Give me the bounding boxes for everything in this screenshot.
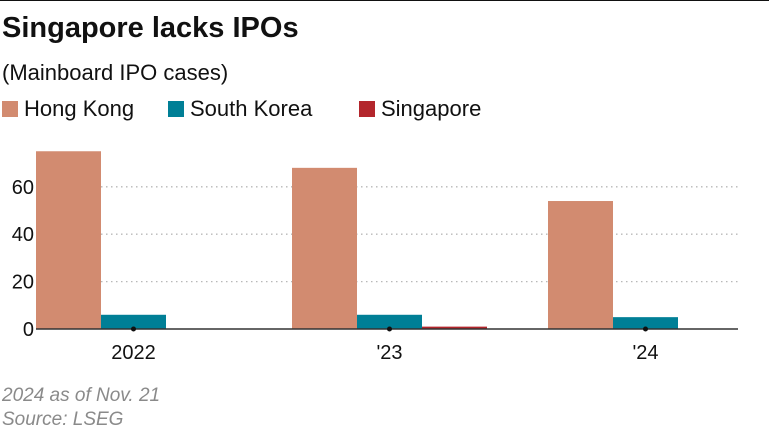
x-tick-mark-2 bbox=[643, 326, 648, 332]
bar-singapore-1 bbox=[422, 326, 487, 329]
legend-item-singapore: Singapore bbox=[359, 94, 481, 124]
legend-item-hong-kong: Hong Kong bbox=[2, 94, 134, 124]
y-tick-label-20: 20 bbox=[12, 272, 34, 294]
note-as-of: 2024 as of Nov. 21 bbox=[2, 385, 161, 406]
note-source: Source: LSEG bbox=[2, 409, 124, 430]
legend-label-singapore: Singapore bbox=[381, 96, 482, 121]
bar-south-korea-2 bbox=[613, 317, 678, 329]
x-tick-mark-1 bbox=[387, 326, 392, 332]
x-tick-label-1: '23 bbox=[376, 342, 402, 364]
y-tick-label-60: 60 bbox=[12, 177, 34, 199]
chart-subtitle: (Mainboard IPO cases) bbox=[2, 60, 229, 85]
legend-swatch-singapore bbox=[359, 101, 375, 117]
legend-label-south-korea: South Korea bbox=[190, 96, 313, 121]
bar-hong-kong-1 bbox=[292, 167, 357, 329]
legend-swatch-hong-kong bbox=[2, 101, 18, 117]
x-tick-label-0: 2022 bbox=[111, 342, 156, 364]
bar-hong-kong-2 bbox=[548, 201, 613, 329]
x-tick-label-2: '24 bbox=[632, 342, 658, 364]
chart-title: Singapore lacks IPOs bbox=[2, 12, 299, 44]
y-tick-label-40: 40 bbox=[12, 224, 34, 246]
legend-label-hong-kong: Hong Kong bbox=[24, 96, 135, 121]
bar-south-korea-1 bbox=[357, 314, 422, 329]
legend-item-south-korea: South Korea bbox=[168, 94, 312, 124]
legend: Hong Kong South Korea Singapore bbox=[0, 94, 769, 124]
bar-south-korea-0 bbox=[101, 314, 166, 329]
x-tick-mark-0 bbox=[131, 326, 136, 332]
y-tick-label-0: 0 bbox=[23, 319, 34, 341]
bar-hong-kong-0 bbox=[36, 151, 101, 329]
top-rule bbox=[0, 0, 769, 1]
legend-swatch-south-korea bbox=[168, 101, 184, 117]
